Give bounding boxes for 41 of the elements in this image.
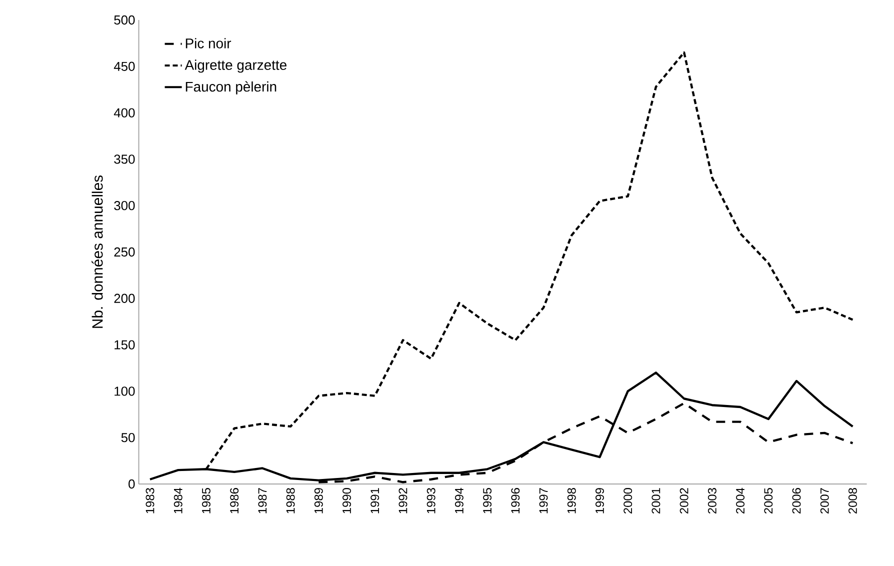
x-tick-label: 2000 (624, 488, 632, 514)
y-tick-label: 400 (114, 108, 135, 118)
y-tick-label: 100 (114, 386, 135, 396)
x-tick-label: 1989 (314, 488, 323, 514)
x-tick-label: 1988 (286, 488, 295, 514)
x-tick-label: 1995 (483, 488, 492, 514)
x-tick-label: 1991 (370, 488, 380, 514)
x-tick-label: 1984 (174, 488, 182, 514)
x-tick-label: 2001 (652, 488, 660, 514)
x-tick-label: 1998 (567, 488, 576, 514)
x-tick-label: 2002 (680, 488, 688, 514)
x-tick-label: 1983 (146, 488, 154, 514)
x-tick-label: 1997 (539, 488, 548, 514)
x-tick-label: 2003 (708, 488, 716, 514)
y-tick-label: 50 (121, 433, 135, 442)
y-tick-label: 250 (114, 247, 135, 257)
x-tick-label: 2008 (848, 488, 857, 514)
x-tick-label: 1996 (511, 488, 520, 514)
x-tick-label: 1993 (426, 488, 436, 514)
x-tick-label: 1990 (342, 488, 351, 514)
x-tick-label: 2004 (736, 488, 745, 514)
y-tick-label: 500 (114, 15, 135, 25)
y-tick-label: 450 (114, 62, 135, 71)
y-tick-label: 150 (114, 340, 135, 350)
legend-label: Faucon pèlerin (186, 81, 276, 94)
y-tick-label: 0 (128, 479, 135, 489)
x-tick-label: 1985 (202, 488, 210, 514)
x-tick-label: 2006 (792, 488, 801, 514)
legend-label: Aigrette garzette (184, 60, 286, 73)
x-tick-label: 2005 (764, 488, 773, 514)
y-axis-title: Nb. données annuelles (92, 175, 103, 328)
y-tick-label: 200 (114, 294, 135, 303)
legend-label: Pic noir (186, 38, 232, 48)
x-tick-label: 1986 (230, 488, 239, 514)
x-tick-label: 1994 (454, 488, 464, 514)
x-tick-label: 1992 (398, 488, 408, 514)
x-tick-label: 2007 (820, 488, 829, 514)
y-tick-label: 300 (114, 201, 135, 210)
x-tick-label: 1999 (596, 488, 604, 514)
y-tick-label: 350 (114, 154, 135, 164)
x-tick-label: 1987 (258, 488, 267, 514)
